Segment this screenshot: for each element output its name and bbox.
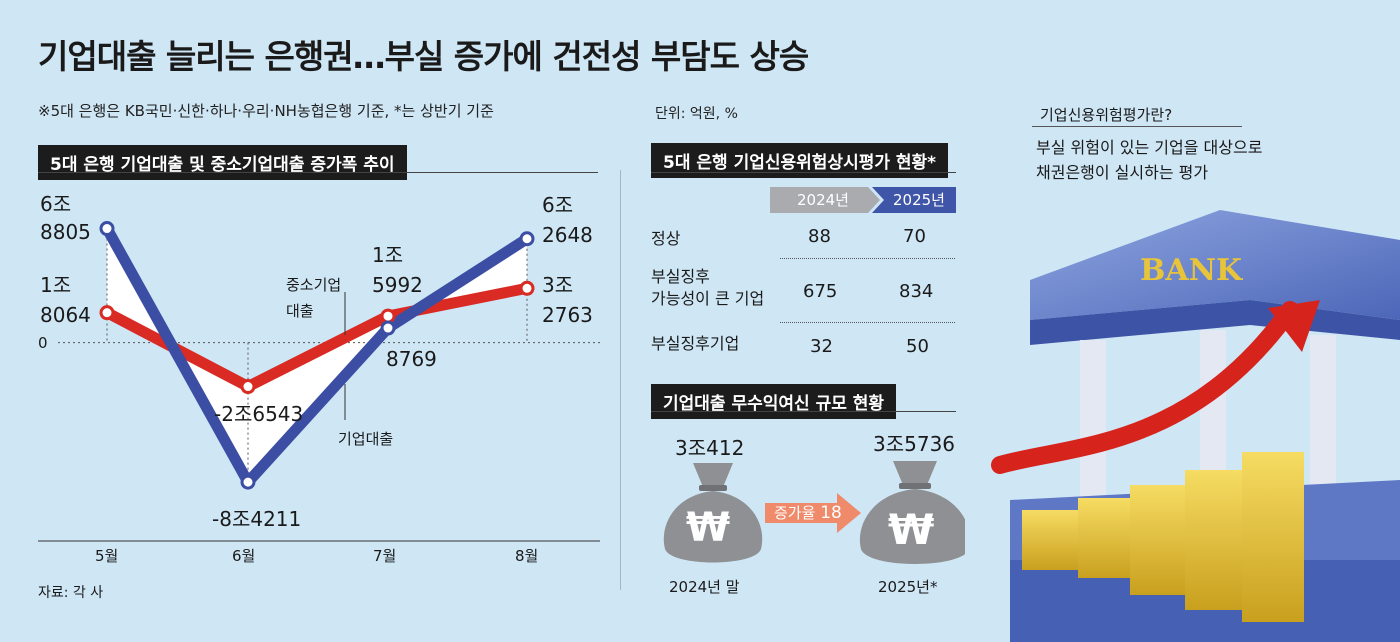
- money-bag-2024-icon: [663, 463, 763, 563]
- row-normal-2024: 88: [808, 226, 831, 247]
- label-sme-may-2: 8064: [40, 303, 91, 327]
- definition-line-1: 부실 위험이 있는 기업을 대상으로: [1036, 138, 1263, 157]
- row-divider-2: [780, 322, 955, 323]
- loans-after-value: 3조5736: [873, 432, 956, 456]
- x-tick-may: 5월: [95, 547, 119, 565]
- growth-value: 18: [820, 503, 842, 523]
- row-likely-label: 부실징후 가능성이 큰 기업: [651, 266, 764, 310]
- footnote: ※5대 은행은 KB국민·신한·하나·우리·NH농협은행 기준, *는 상반기 …: [38, 102, 494, 120]
- definition-underline: [1032, 126, 1242, 127]
- x-tick-jul: 7월: [373, 547, 397, 565]
- sme-loans-point-1: [240, 379, 256, 395]
- sme-loans-point-2: [380, 308, 396, 324]
- definition-title: 기업신용위험평가란?: [1040, 106, 1173, 124]
- label-corporate-aug-1: 6조: [542, 193, 574, 217]
- growth-label: 증가율 18: [774, 502, 842, 523]
- bank-illustration: BANK: [991, 210, 1400, 642]
- money-bag-2025-icon: [859, 461, 965, 564]
- year-header-arrows: [770, 187, 956, 213]
- x-tick-jun: 6월: [232, 547, 256, 565]
- label-sme-may-1: 1조: [40, 273, 72, 297]
- row-insolvent-label: 부실징후기업: [651, 334, 740, 353]
- label-sme-aug: 3조 2763: [542, 270, 593, 330]
- label-sme-aug-1: 3조: [542, 273, 574, 297]
- sme-loans-point-0: [99, 305, 115, 321]
- label-sme-jul: 1조 5992: [372, 240, 423, 300]
- label-sme-may: 1조 8064: [40, 270, 91, 330]
- growth-arrow-icon: [765, 493, 861, 533]
- label-sme-aug-2: 2763: [542, 303, 593, 327]
- row-likely-2025: 834: [899, 281, 934, 302]
- row-insolvent-2025: 50: [906, 336, 929, 357]
- corporate-loans-line: [102, 225, 530, 488]
- zero-label: 0: [38, 334, 48, 352]
- label-corporate-jun: -8조4211: [212, 507, 302, 531]
- row-likely-label-1: 부실징후: [651, 267, 710, 286]
- label-corporate-jul: 8769: [386, 347, 437, 371]
- coin-stacks-icon: [1022, 452, 1304, 622]
- row-insolvent-2024: 32: [810, 336, 833, 357]
- loans-title: 기업대출 무수익여신 규모 현황: [651, 384, 897, 419]
- definition-body: 부실 위험이 있는 기업을 대상으로 채권은행이 실시하는 평가: [1036, 135, 1262, 185]
- label-corporate-aug-2: 2648: [542, 223, 593, 247]
- page-title: 기업대출 늘리는 은행권…부실 증가에 건전성 부담도 상승: [38, 37, 809, 76]
- label-sme-jun: -2조6543: [214, 402, 304, 426]
- series-label-corporate: 기업대출: [338, 430, 394, 448]
- row-normal-2025: 70: [903, 226, 926, 247]
- sme-loans-point-3: [519, 280, 535, 296]
- bank-sign: BANK: [1140, 253, 1243, 288]
- loans-after-label: 2025년*: [878, 578, 938, 596]
- corporate-loans-point-3: [519, 231, 535, 247]
- corporate-loans-point-0: [99, 221, 115, 237]
- loans-before-label: 2024년 말: [669, 578, 740, 596]
- label-corporate-may-1: 6조: [40, 192, 72, 216]
- money-bags: [663, 461, 965, 564]
- row-normal-label: 정상: [651, 229, 681, 248]
- chart-title-underline: [38, 172, 598, 173]
- series-label-sme-2: 대출: [286, 302, 314, 320]
- label-sme-jul-2: 5992: [372, 273, 423, 297]
- series-label-sme: 중소기업 대출: [286, 272, 341, 324]
- loans-before-value: 3조412: [675, 436, 745, 460]
- label-corporate-may-2: 8805: [40, 220, 91, 244]
- table-title-underline: [651, 172, 956, 173]
- growth-label-text: 증가율: [774, 504, 816, 522]
- x-tick-aug: 8월: [515, 547, 539, 565]
- year-2024: 2024년: [797, 191, 849, 209]
- corporate-loans-point-1: [240, 474, 256, 490]
- won-symbol-2024: ₩: [686, 505, 731, 551]
- label-sme-jul-1: 1조: [372, 243, 404, 267]
- year-2025-arrow: [872, 187, 956, 213]
- loans-title-underline: [651, 411, 956, 412]
- rising-arrow-icon: [991, 300, 1320, 474]
- corporate-loans-point-2: [380, 320, 396, 336]
- won-symbol-2025: ₩: [888, 505, 935, 554]
- chart-title: 5대 은행 기업대출 및 중소기업대출 증가폭 추이: [38, 145, 407, 180]
- year-2025: 2025년: [893, 191, 945, 209]
- label-corporate-may: 6조 8805: [40, 190, 91, 246]
- section-divider: [620, 170, 621, 590]
- source-note: 자료: 각 사: [38, 585, 104, 601]
- row-likely-label-2: 가능성이 큰 기업: [651, 289, 765, 308]
- unit-label: 단위: 억원, %: [655, 106, 738, 122]
- label-corporate-aug: 6조 2648: [542, 190, 593, 250]
- row-likely-2024: 675: [803, 281, 838, 302]
- year-2024-arrow: [770, 187, 880, 213]
- definition-line-2: 채권은행이 실시하는 평가: [1036, 163, 1209, 182]
- row-divider-1: [780, 258, 955, 259]
- series-label-sme-1: 중소기업: [286, 276, 342, 294]
